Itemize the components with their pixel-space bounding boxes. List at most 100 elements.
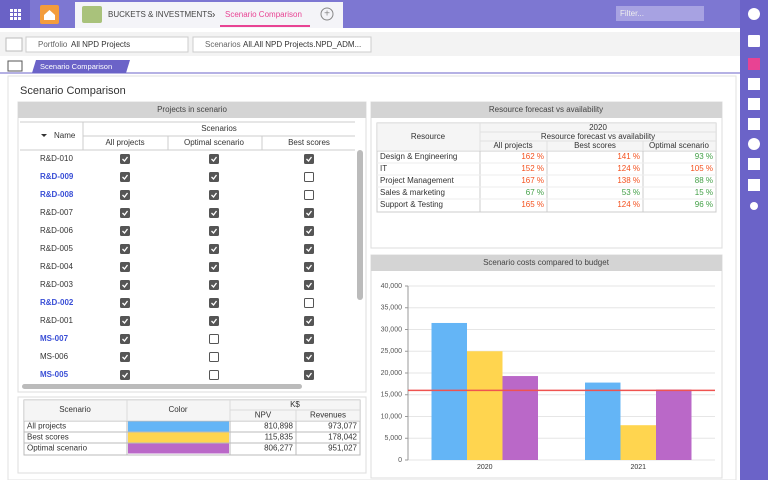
project-name[interactable]: R&D-003	[40, 280, 73, 289]
checkbox[interactable]	[210, 263, 219, 272]
panel-title: Resource forecast vs availability	[489, 105, 603, 114]
pdf-icon[interactable]	[748, 78, 760, 90]
scenario-name: Best scores	[27, 433, 69, 442]
checkbox[interactable]	[305, 317, 314, 326]
tab[interactable]: BUCKETS & INVESTMENTS	[108, 10, 212, 19]
add-tab-icon: +	[324, 9, 330, 20]
project-name[interactable]: R&D-004	[40, 262, 73, 271]
project-name[interactable]: R&D-005	[40, 244, 73, 253]
checkbox[interactable]	[210, 173, 219, 182]
page-title: Scenario Comparison	[20, 85, 126, 97]
y-tick-label: 40,000	[381, 283, 403, 290]
ppt-icon[interactable]	[748, 179, 760, 191]
resource-name: Sales & marketing	[380, 188, 445, 197]
legend-value: 178,042	[328, 433, 357, 442]
project-name[interactable]: MS-006	[40, 352, 69, 361]
apps-icon	[10, 9, 21, 20]
resource-name: IT	[380, 164, 387, 173]
y-tick-label: 15,000	[381, 392, 403, 399]
resource-name: Design & Engineering	[380, 152, 457, 161]
breadcrumb-arrow: ›	[212, 10, 215, 21]
checkbox[interactable]	[121, 245, 130, 254]
resource-value: 162 %	[521, 152, 544, 161]
checkbox[interactable]	[121, 371, 130, 380]
tab-active[interactable]: Scenario Comparison	[225, 10, 302, 19]
project-name[interactable]: R&D-007	[40, 208, 73, 217]
checkbox[interactable]	[121, 335, 130, 344]
column-header: All projects	[493, 141, 532, 150]
checkbox[interactable]	[210, 227, 219, 236]
checkbox[interactable]	[121, 281, 130, 290]
chart-title: Scenario costs compared to budget	[483, 258, 610, 267]
checkbox[interactable]	[210, 335, 219, 344]
settings-button[interactable]	[6, 38, 22, 51]
cost-icon[interactable]	[748, 138, 760, 150]
scenario-color	[128, 433, 229, 443]
resource-value: 152 %	[521, 164, 544, 173]
group-header: Resource forecast vs availability	[541, 132, 655, 141]
bar	[467, 351, 503, 460]
checkbox[interactable]	[305, 263, 314, 272]
y-tick-label: 30,000	[381, 326, 403, 333]
resource-value: 53 %	[622, 188, 640, 197]
project-name[interactable]: R&D-008	[40, 190, 74, 199]
checkbox[interactable]	[305, 173, 314, 182]
checkbox[interactable]	[210, 299, 219, 308]
y-tick-label: 25,000	[381, 348, 403, 355]
checkbox[interactable]	[210, 353, 219, 362]
checkbox[interactable]	[305, 353, 314, 362]
checkbox[interactable]	[305, 209, 314, 218]
schedule-icon[interactable]	[748, 158, 760, 170]
checkbox[interactable]	[305, 227, 314, 236]
checkbox[interactable]	[210, 209, 219, 218]
legend-header: NPV	[255, 411, 272, 420]
resource-value: 124 %	[617, 164, 640, 173]
checkbox[interactable]	[210, 155, 219, 164]
resource-value: 93 %	[695, 152, 713, 161]
checkbox[interactable]	[210, 245, 219, 254]
checkbox[interactable]	[305, 155, 314, 164]
bar	[585, 383, 621, 460]
project-name[interactable]: MS-005	[40, 370, 69, 379]
checkbox[interactable]	[121, 353, 130, 362]
project-name[interactable]: R&D-001	[40, 316, 73, 325]
column-header: Optimal scenario	[649, 141, 710, 150]
checkbox[interactable]	[121, 299, 130, 308]
checkbox[interactable]	[121, 173, 130, 182]
checkbox[interactable]	[210, 317, 219, 326]
h-scrollbar[interactable]	[22, 384, 302, 389]
checkbox[interactable]	[305, 245, 314, 254]
share-icon[interactable]	[750, 202, 758, 210]
checkbox[interactable]	[210, 191, 219, 200]
project-name[interactable]: R&D-006	[40, 226, 73, 235]
checkbox[interactable]	[121, 263, 130, 272]
checkbox[interactable]	[121, 227, 130, 236]
help-icon[interactable]	[748, 58, 760, 70]
excel-icon[interactable]	[748, 98, 760, 110]
checkbox[interactable]	[305, 335, 314, 344]
y-tick-label: 5,000	[384, 435, 402, 442]
scenario-color	[128, 444, 229, 454]
project-name[interactable]: R&D-002	[40, 298, 74, 307]
checkbox[interactable]	[305, 371, 314, 380]
project-name[interactable]: MS-007	[40, 334, 69, 343]
checkbox[interactable]	[121, 155, 130, 164]
resource-header: Resource	[411, 132, 446, 141]
project-name[interactable]: R&D-010	[40, 154, 73, 163]
checkbox[interactable]	[121, 191, 130, 200]
checkbox[interactable]	[305, 281, 314, 290]
checkbox[interactable]	[210, 371, 219, 380]
name-header[interactable]: Name	[54, 131, 76, 140]
calendar-icon[interactable]	[748, 118, 760, 130]
save-icon[interactable]	[748, 35, 760, 47]
checkbox[interactable]	[121, 209, 130, 218]
project-name[interactable]: R&D-009	[40, 172, 74, 181]
checkbox[interactable]	[305, 191, 314, 200]
checkbox[interactable]	[305, 299, 314, 308]
resource-value: 167 %	[521, 176, 544, 185]
checkbox[interactable]	[210, 281, 219, 290]
panel-toggle[interactable]	[8, 61, 22, 71]
checkbox[interactable]	[121, 317, 130, 326]
v-scrollbar[interactable]	[357, 150, 363, 300]
